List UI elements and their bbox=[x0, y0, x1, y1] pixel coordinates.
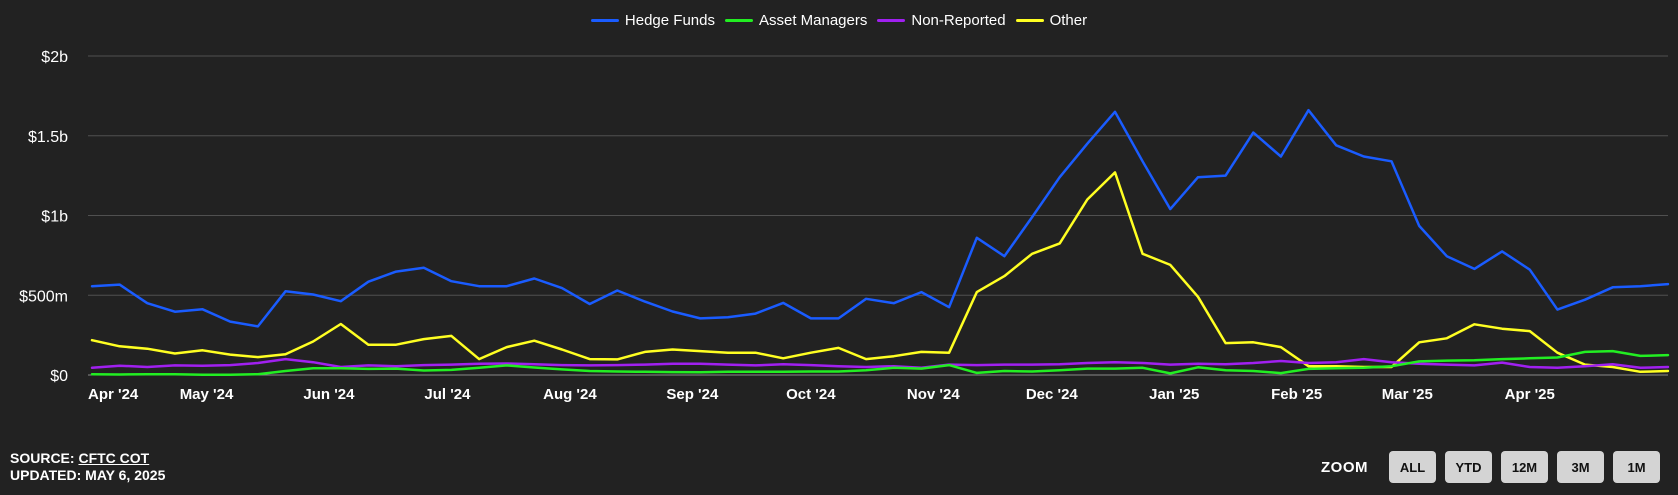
source-line: SOURCE: CFTC COT bbox=[10, 450, 165, 467]
source-link[interactable]: CFTC COT bbox=[78, 450, 150, 466]
x-tick-label: Jan '25 bbox=[1149, 386, 1199, 403]
legend-item-other[interactable]: Other bbox=[1015, 12, 1088, 29]
zoom-1m-button[interactable]: 1M bbox=[1613, 451, 1660, 483]
y-tick-label: $1b bbox=[41, 209, 68, 226]
x-tick-label: Aug '24 bbox=[543, 386, 597, 403]
chart-legend: Hedge Funds Asset Managers Non-Reported … bbox=[0, 12, 1678, 29]
y-tick-label: $1.5b bbox=[28, 129, 68, 146]
y-tick-label: $0 bbox=[50, 368, 68, 385]
grid-lines bbox=[88, 55, 1668, 376]
x-tick-label: Jul '24 bbox=[424, 386, 471, 403]
legend-swatch-hedge-funds bbox=[590, 19, 619, 22]
line-chart: $0 $500m $1b $1.5b $2b Apr '24 May '24 Jun '24… bbox=[19, 49, 1670, 403]
x-tick-label: Apr '25 bbox=[1505, 386, 1555, 403]
zoom-label: ZOOM bbox=[1321, 458, 1368, 476]
legend-swatch-non-reported bbox=[877, 19, 906, 22]
x-axis-ticks: Apr '24 May '24 Jun '24 Jul '24 Aug '24 Sep '… bbox=[88, 386, 1555, 403]
y-tick-label: $500m bbox=[19, 288, 68, 305]
x-tick-label: Dec '24 bbox=[1026, 386, 1079, 403]
x-tick-label: Sep '24 bbox=[666, 386, 719, 403]
source-footer: SOURCE: CFTC COT UPDATED: MAY 6, 2025 bbox=[10, 450, 165, 484]
x-tick-label: Apr '24 bbox=[88, 386, 139, 403]
zoom-3m-button[interactable]: 3M bbox=[1557, 451, 1604, 483]
legend-label-hedge-funds: Hedge Funds bbox=[624, 12, 715, 29]
x-tick-label: Feb '25 bbox=[1271, 386, 1322, 403]
x-tick-label: Mar '25 bbox=[1382, 386, 1433, 403]
zoom-12m-button[interactable]: 12M bbox=[1501, 451, 1548, 483]
series-lines bbox=[90, 108, 1670, 376]
zoom-all-button[interactable]: ALL bbox=[1389, 451, 1436, 483]
series-line-other[interactable] bbox=[90, 171, 1670, 374]
x-tick-label: May '24 bbox=[180, 386, 234, 403]
legend-swatch-asset-managers bbox=[724, 19, 753, 22]
legend-item-non-reported[interactable]: Non-Reported bbox=[877, 12, 1006, 29]
source-label: SOURCE: bbox=[10, 450, 75, 466]
zoom-controls: ZOOM ALL YTD 12M 3M 1M bbox=[1321, 451, 1660, 483]
updated-date: UPDATED: MAY 6, 2025 bbox=[10, 467, 166, 483]
zoom-ytd-button[interactable]: YTD bbox=[1445, 451, 1492, 483]
y-tick-label: $2b bbox=[41, 49, 68, 66]
legend-label-asset-managers: Asset Managers bbox=[758, 12, 868, 29]
y-axis-ticks: $0 $500m $1b $1.5b $2b bbox=[19, 49, 68, 385]
x-tick-label: Jun '24 bbox=[303, 386, 355, 403]
legend-swatch-other bbox=[1015, 19, 1044, 22]
legend-item-asset-managers[interactable]: Asset Managers bbox=[724, 12, 868, 29]
x-tick-label: Oct '24 bbox=[786, 386, 836, 403]
series-line-hedge-funds[interactable] bbox=[90, 108, 1670, 328]
x-tick-label: Nov '24 bbox=[907, 386, 960, 403]
series-line-asset-managers[interactable] bbox=[90, 349, 1670, 376]
legend-label-non-reported: Non-Reported bbox=[911, 12, 1006, 29]
legend-label-other: Other bbox=[1049, 12, 1088, 29]
legend-item-hedge-funds[interactable]: Hedge Funds bbox=[590, 12, 715, 29]
